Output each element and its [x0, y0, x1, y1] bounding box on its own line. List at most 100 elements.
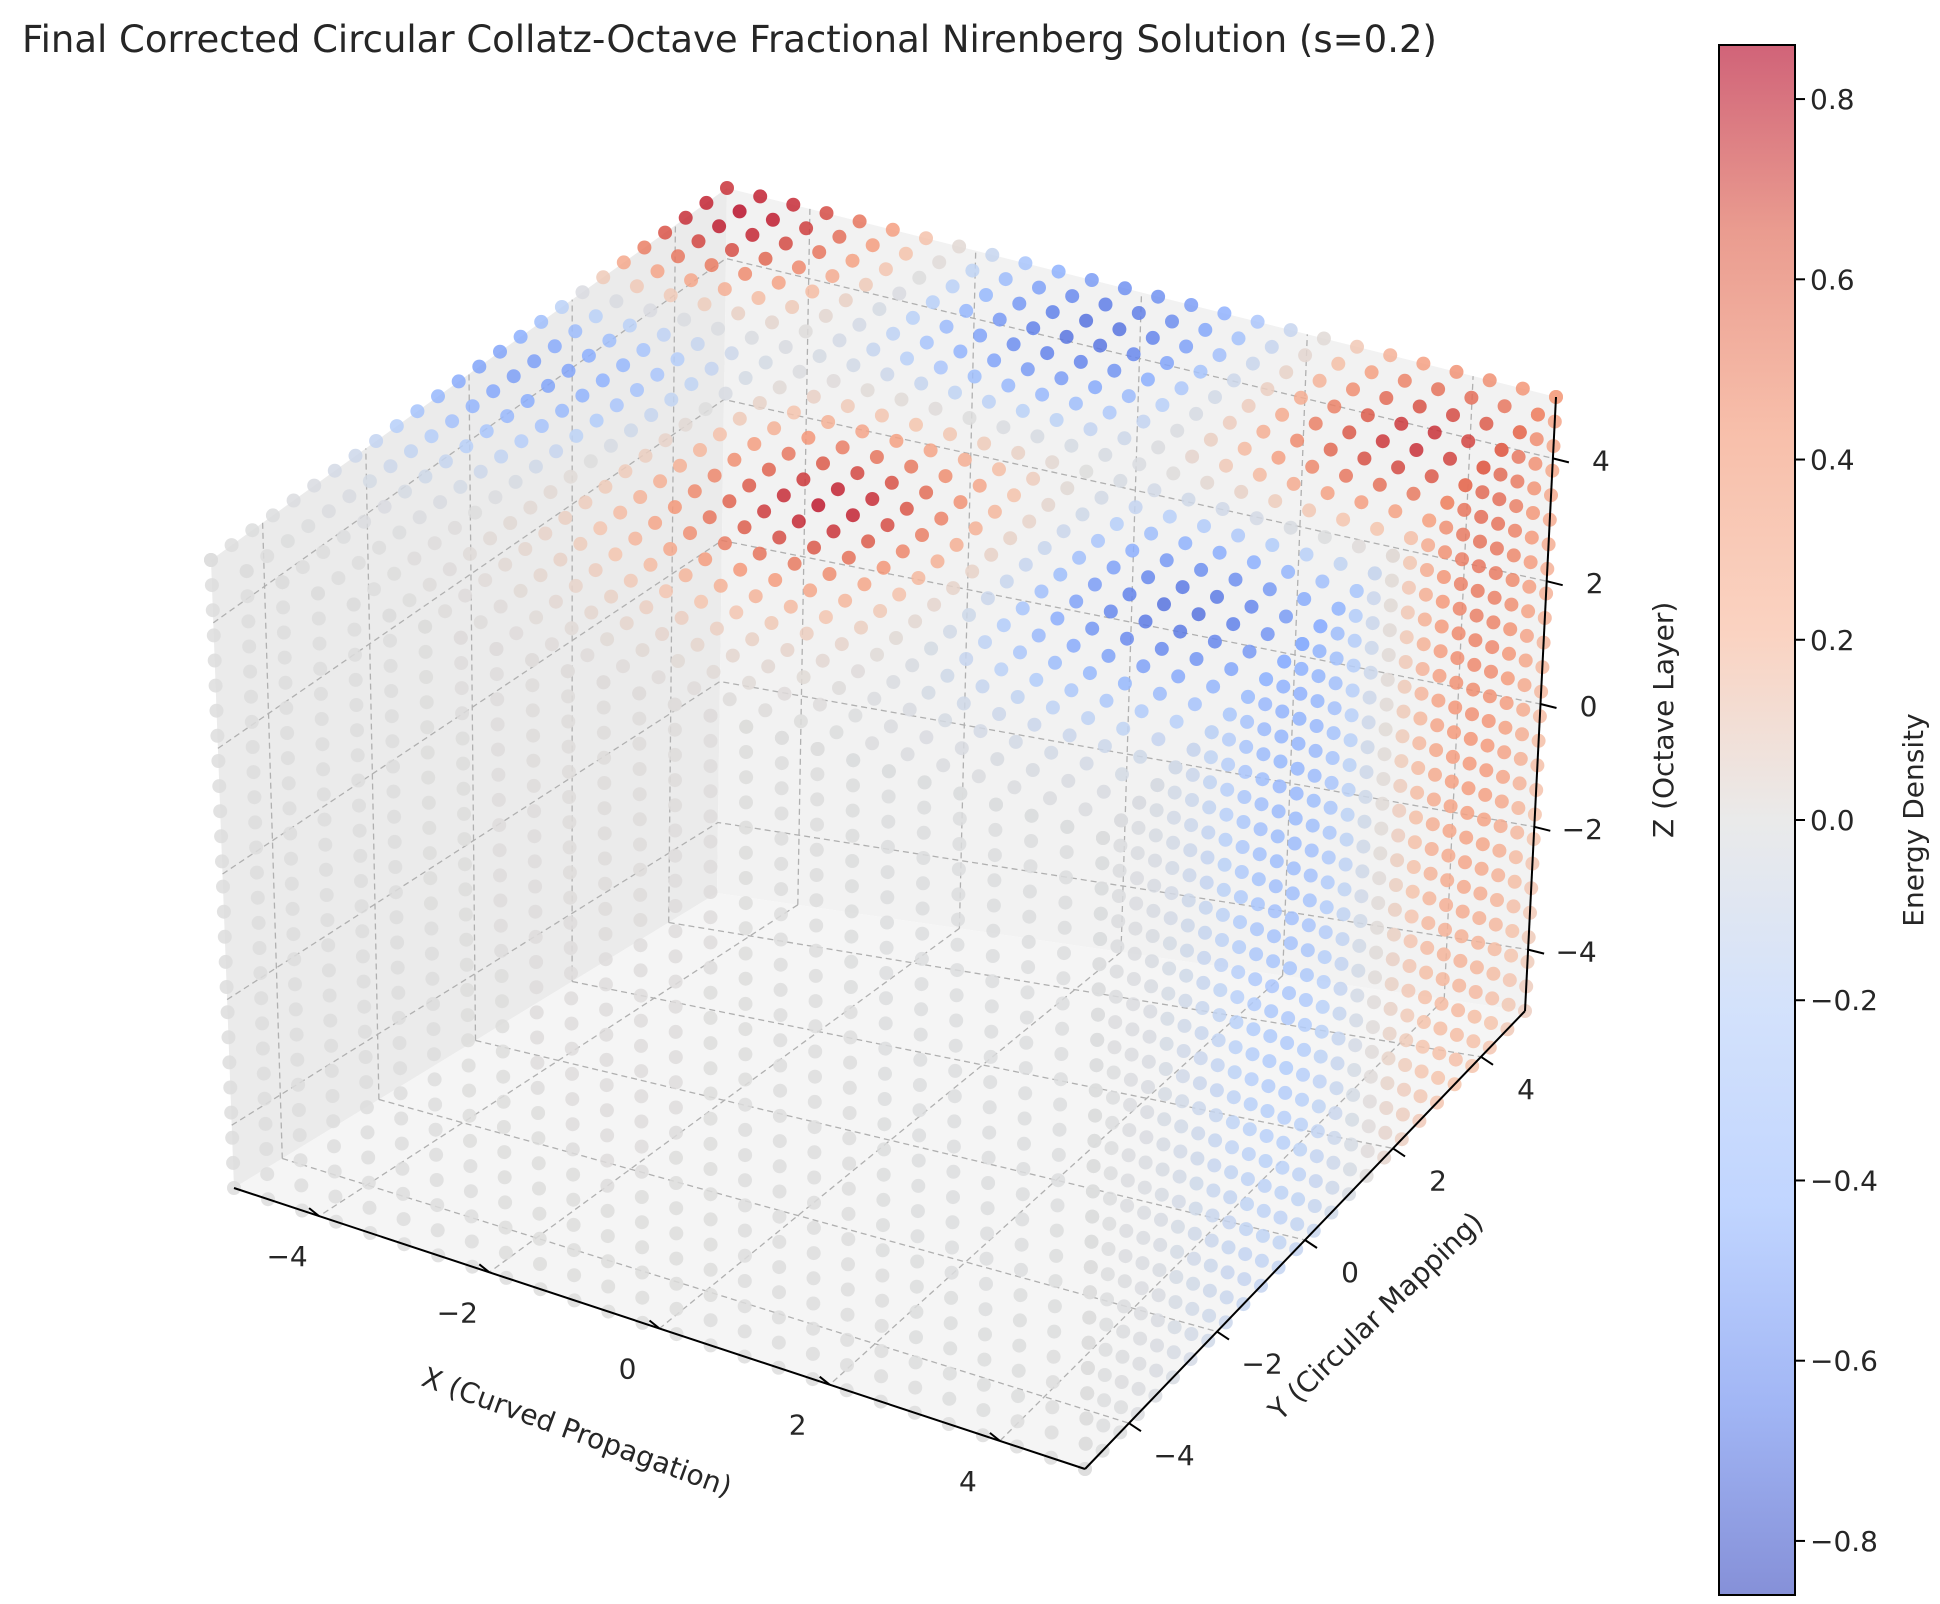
scatter-point — [1175, 1069, 1190, 1084]
scatter-point — [796, 670, 811, 685]
scatter-point — [739, 795, 753, 810]
scatter-point — [584, 605, 599, 620]
scatter-point — [1133, 749, 1148, 764]
scatter-point — [520, 394, 535, 408]
scatter-point — [1096, 831, 1110, 845]
scatter-point — [1286, 861, 1301, 876]
scatter-point — [1486, 966, 1501, 981]
scatter-point — [764, 616, 779, 630]
scatter-point — [876, 560, 891, 575]
scatter-point — [1386, 927, 1401, 942]
scatter-point — [992, 462, 1006, 477]
scatter-point — [1021, 934, 1036, 949]
scatter-point — [1438, 545, 1452, 560]
scatter-point — [1305, 459, 1320, 474]
scatter-point — [465, 399, 480, 414]
scatter-point — [950, 937, 965, 952]
scatter-point — [601, 1279, 616, 1294]
scatter-point — [1482, 373, 1497, 388]
scatter-point — [1245, 1047, 1260, 1062]
scatter-point — [840, 1332, 855, 1347]
scatter-point — [1194, 562, 1209, 577]
scatter-point — [1420, 940, 1435, 955]
scatter-point — [1231, 331, 1246, 346]
scatter-point — [1097, 1368, 1112, 1382]
scatter-point — [1173, 1144, 1188, 1159]
scatter-point — [889, 631, 903, 645]
scatter-point — [1143, 1004, 1158, 1019]
scatter-point — [1222, 732, 1236, 747]
scatter-point — [727, 452, 742, 467]
scatter-point — [1126, 997, 1141, 1012]
scatter-point — [1149, 803, 1164, 818]
scatter-point — [254, 991, 269, 1006]
scatter-point — [821, 415, 836, 429]
scatter-point — [1385, 952, 1400, 967]
scatter-point — [818, 308, 833, 323]
scatter-point — [1080, 1361, 1095, 1375]
scatter-point — [472, 359, 487, 374]
scatter-point — [987, 353, 1002, 368]
scatter-point — [291, 1103, 306, 1117]
scatter-point — [531, 1131, 546, 1146]
scatter-point — [1376, 772, 1391, 786]
scatter-point — [280, 751, 295, 766]
scatter-point — [703, 1086, 718, 1101]
scatter-point — [889, 433, 904, 448]
scatter-point — [1160, 356, 1174, 370]
scatter-point — [737, 520, 752, 535]
scatter-point — [1219, 807, 1234, 822]
scatter-point — [256, 1066, 271, 1081]
scatter-point — [959, 303, 974, 318]
scatter-point — [842, 1080, 857, 1095]
scatter-point — [1466, 682, 1481, 697]
scatter-point — [787, 556, 802, 571]
scatter-point — [908, 1380, 923, 1395]
scatter-point — [1040, 346, 1055, 361]
scatter-point — [865, 238, 880, 253]
scatter-point — [599, 1052, 614, 1067]
scatter-point — [1088, 1108, 1103, 1123]
scatter-point — [1321, 850, 1336, 865]
scatter-point — [1141, 570, 1156, 585]
scatter-point — [668, 1024, 683, 1039]
scatter-point — [1114, 1375, 1129, 1389]
scatter-point — [1462, 756, 1477, 771]
scatter-point — [276, 600, 291, 615]
scatter-point — [930, 554, 945, 569]
scatter-point — [1379, 391, 1394, 405]
scatter-point — [987, 848, 1002, 863]
scatter-point — [463, 1159, 478, 1174]
scatter-point — [407, 551, 422, 566]
scatter-point — [808, 1019, 823, 1034]
scatter-point — [1237, 1272, 1252, 1287]
scatter-point — [978, 1327, 992, 1342]
scatter-point — [1136, 1230, 1151, 1245]
scatter-point — [1256, 424, 1271, 439]
scatter-point — [1430, 718, 1445, 733]
scatter-point — [1360, 740, 1375, 755]
scatter-point — [776, 488, 791, 503]
scatter-point — [1496, 769, 1510, 784]
scatter-point — [1336, 512, 1351, 527]
scatter-point — [1100, 1292, 1114, 1307]
scatter-point — [383, 459, 398, 474]
scatter-point — [212, 779, 227, 794]
scatter-point — [1310, 694, 1325, 709]
scatter-point — [1045, 305, 1060, 320]
scatter-point — [1383, 598, 1398, 613]
scatter-point — [780, 643, 795, 657]
scatter-point — [461, 1058, 476, 1073]
scatter-point — [1477, 812, 1491, 827]
scatter-point — [1173, 624, 1188, 639]
scatter-point — [925, 295, 940, 310]
scatter-point — [1497, 399, 1512, 414]
scatter-point — [1131, 1381, 1146, 1396]
scatter-point — [1518, 653, 1533, 668]
scatter-point — [1506, 548, 1521, 563]
scatter-point — [1505, 573, 1520, 587]
scatter-point — [1192, 1076, 1207, 1091]
scatter-point — [783, 599, 798, 614]
scatter-point — [598, 901, 613, 916]
scatter-point — [738, 1148, 753, 1163]
